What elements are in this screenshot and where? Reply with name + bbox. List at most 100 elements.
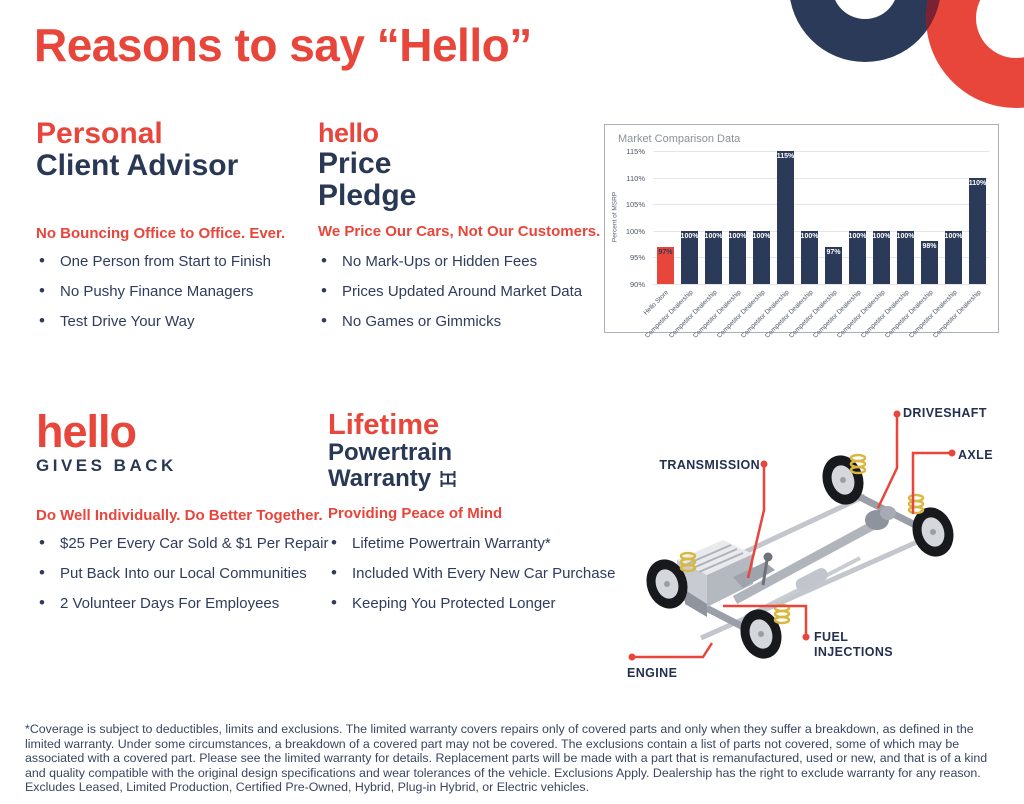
section-heading: Price bbox=[318, 147, 392, 180]
driveshaft-part bbox=[732, 516, 886, 604]
section-heading: GIVES BACK bbox=[36, 456, 177, 475]
section-price-pledge: hello Price Pledge We Price Our Cars, No… bbox=[318, 118, 600, 330]
chart-gridline bbox=[653, 284, 989, 285]
section-personal-client-advisor: Personal Client Advisor No Bouncing Offi… bbox=[36, 117, 316, 331]
wheel bbox=[912, 507, 954, 557]
bullet-item: No Games or Gimmicks bbox=[318, 312, 618, 330]
bullet-item: Included With Every New Car Purchase bbox=[328, 564, 628, 582]
chart-bar-value-label: 97% bbox=[658, 248, 673, 256]
chart-plot-area: 97% Hello Store 100% Competitor Dealership 1… bbox=[643, 151, 989, 340]
chart-y-tick: 95% bbox=[629, 253, 645, 263]
callout-dot bbox=[760, 460, 768, 468]
label-driveshaft: DRIVESHAFT bbox=[903, 406, 987, 420]
bullet-item: $25 Per Every Car Sold & $1 Per Repair bbox=[36, 534, 336, 552]
section-lifetime-warranty: Lifetime Powertrain Warranty Providing P… bbox=[328, 409, 615, 612]
bullet-item: Put Back Into our Local Communities bbox=[36, 564, 336, 582]
hello-logo: hello bbox=[36, 406, 137, 457]
chart-bar-competitor: 97% bbox=[825, 246, 842, 284]
page-title: Reasons to say “Hello” bbox=[34, 19, 532, 71]
bullet-item: Test Drive Your Way bbox=[36, 312, 336, 330]
chart-gridline bbox=[653, 151, 989, 152]
market-comparison-chart: Market Comparison Data Percent of MSRP 9… bbox=[604, 124, 999, 340]
bullet-item: No Mark-Ups or Hidden Fees bbox=[318, 252, 618, 270]
chart-bar-competitor: 100% bbox=[729, 230, 746, 284]
callout-line-driveshaft bbox=[876, 414, 899, 509]
differential-cap bbox=[880, 506, 896, 520]
chart-bar-value-label: 100% bbox=[752, 232, 771, 240]
chart-bar-competitor: 115% bbox=[777, 151, 794, 284]
chart-y-tick: 105% bbox=[625, 200, 645, 210]
chart-bar-value-label: 100% bbox=[872, 232, 891, 240]
chart-gridline bbox=[653, 230, 989, 232]
decorative-rings bbox=[790, 0, 1024, 108]
section-heading: Warranty bbox=[328, 465, 432, 492]
chart-bar-value-label: 100% bbox=[680, 232, 699, 240]
chart-bar-competitor: 100% bbox=[945, 230, 962, 284]
chart-bar-value-label: 100% bbox=[728, 232, 747, 240]
section-heading: Pledge bbox=[318, 179, 417, 212]
chart-gridline bbox=[653, 204, 989, 206]
label-engine: ENGINE bbox=[627, 666, 678, 680]
red-ring bbox=[926, 0, 1024, 108]
section-subheading: Do Well Individually. Do Better Together… bbox=[36, 507, 323, 524]
chart-bar-competitor: 100% bbox=[849, 230, 866, 284]
navy-ring bbox=[790, 0, 940, 62]
hello-logo: hello bbox=[318, 118, 379, 148]
bullet-item: No Pushy Finance Managers bbox=[36, 282, 336, 300]
shifter-knob bbox=[763, 552, 773, 562]
chart-y-tick: 90% bbox=[629, 280, 645, 289]
chart-bar-competitor: 110% bbox=[969, 177, 986, 284]
chart-bar-competitor: 100% bbox=[801, 230, 818, 284]
section-subheading: We Price Our Cars, Not Our Customers. bbox=[318, 223, 601, 240]
chart-y-axis: 90% 95% 100% 105% 110% 115% bbox=[605, 147, 649, 289]
shifter bbox=[761, 559, 769, 586]
section-subheading: Providing Peace of Mind bbox=[328, 505, 503, 522]
bullet-list: Lifetime Powertrain Warranty* Included W… bbox=[328, 534, 628, 625]
chart-bar-value-label: 100% bbox=[848, 232, 867, 240]
bullet-list: No Mark-Ups or Hidden Fees Prices Update… bbox=[318, 252, 618, 343]
wheel bbox=[740, 609, 782, 659]
bullet-item: Lifetime Powertrain Warranty* bbox=[328, 534, 628, 552]
chart-x-label: Competitor Dealership bbox=[931, 289, 983, 340]
chart-bar-value-label: 100% bbox=[944, 232, 963, 240]
section-subheading: No Bouncing Office to Office. Ever. bbox=[36, 225, 286, 242]
callout-line-fuel-injections bbox=[723, 604, 808, 635]
chart-bar-hello-store: 97% bbox=[657, 246, 674, 284]
chart-bar-value-label: 110% bbox=[968, 179, 987, 187]
bullet-item: One Person from Start to Finish bbox=[36, 252, 336, 270]
section-heading: Client Advisor bbox=[36, 149, 239, 182]
chart-bar-competitor: 100% bbox=[873, 230, 890, 284]
callout-dot bbox=[628, 653, 636, 661]
chart-gridline bbox=[653, 177, 989, 179]
wheel bbox=[646, 559, 688, 609]
callout-dot bbox=[893, 410, 901, 418]
callout-line-axle bbox=[911, 451, 952, 514]
chassis-diagram bbox=[628, 410, 956, 661]
section-heading-accent: Lifetime bbox=[328, 409, 440, 441]
label-transmission: TRANSMISSION bbox=[659, 458, 760, 472]
label-fuel-injections: FUEL INJECTIONS bbox=[814, 630, 894, 659]
chart-y-tick: 100% bbox=[625, 226, 645, 236]
callout-line-transmission bbox=[746, 464, 766, 579]
bullet-item: Keeping You Protected Longer bbox=[328, 594, 628, 612]
callout-dot bbox=[948, 449, 956, 457]
chart-bar-value-label: 98% bbox=[922, 243, 937, 251]
bullet-item: Prices Updated Around Market Data bbox=[318, 282, 618, 300]
chart-bar-competitor: 100% bbox=[753, 230, 770, 284]
chart-bar-competitor: 100% bbox=[681, 230, 698, 284]
muffler bbox=[795, 568, 828, 591]
callout-line-engine bbox=[632, 642, 714, 659]
bullet-item: 2 Volunteer Days For Employees bbox=[36, 594, 336, 612]
section-heading: Powertrain bbox=[328, 439, 453, 466]
chart-bar-competitor: 100% bbox=[705, 230, 722, 284]
section-gives-back: hello GIVES BACK Do Well Individually. D… bbox=[36, 406, 328, 612]
section-heading-accent: Personal bbox=[36, 117, 163, 150]
chart-bar-competitor: 100% bbox=[897, 230, 914, 284]
powertrain-chassis-icon bbox=[440, 471, 456, 487]
chart-gridline bbox=[653, 257, 989, 259]
chart-bar-value-label: 97% bbox=[826, 248, 841, 256]
label-axle: AXLE bbox=[958, 448, 993, 462]
warranty-disclaimer: *Coverage is subject to deductibles, lim… bbox=[25, 722, 988, 795]
chart-bar-value-label: 115% bbox=[776, 153, 795, 160]
